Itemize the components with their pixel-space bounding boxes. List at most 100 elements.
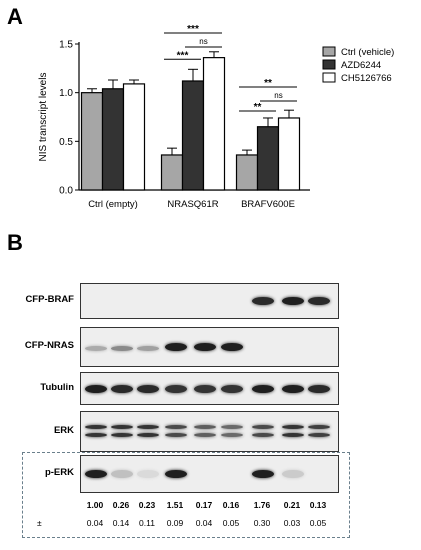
blot-row-label: Tubulin <box>40 381 74 393</box>
blot-band <box>282 297 304 305</box>
bar <box>122 83 146 191</box>
blot-band <box>165 343 187 351</box>
p-erk-ratio: 1.76 <box>253 500 271 510</box>
panel-label-a: A <box>7 4 23 29</box>
blot-band <box>308 384 330 393</box>
blot-band <box>85 432 107 437</box>
blot-band <box>137 432 159 437</box>
p-erk-error: 0.30 <box>253 518 271 528</box>
significance-label: *** <box>177 50 189 61</box>
y-tick-label: 1.5 <box>59 40 73 51</box>
significance-label: ns <box>274 91 282 100</box>
bar <box>235 154 259 191</box>
p-erk-ratio: 0.17 <box>195 500 213 510</box>
blot-band <box>194 432 216 437</box>
blot-band <box>194 424 216 429</box>
blot-strip <box>80 411 339 452</box>
blot-band <box>137 470 159 478</box>
legend-swatch <box>322 72 336 83</box>
bar <box>80 92 104 191</box>
bar <box>181 80 205 191</box>
p-erk-error: 0.05 <box>309 518 327 528</box>
y-tick-label: 0.0 <box>59 186 73 197</box>
blot-band <box>111 424 133 429</box>
bar <box>256 126 280 191</box>
blot-row-label: ERK <box>53 424 74 436</box>
blot-band <box>252 424 274 429</box>
legend-swatch <box>322 46 336 57</box>
x-tick-label: Ctrl (empty) <box>88 199 138 210</box>
blot-band <box>194 343 216 351</box>
blot-band <box>282 384 304 393</box>
blot-strip <box>80 327 339 367</box>
blot-band <box>282 432 304 437</box>
blot-band <box>111 470 133 478</box>
p-erk-ratio: 0.23 <box>138 500 156 510</box>
blot-band <box>85 470 107 478</box>
plus-minus-symbol: ± <box>37 518 42 528</box>
y-tick-label: 0.5 <box>59 137 73 148</box>
legend-label: AZD6244 <box>341 60 381 71</box>
y-axis-label: NIS transcript levels <box>38 73 49 162</box>
significance-label: ** <box>254 102 262 113</box>
blot-row-label: CFP-BRAF <box>25 294 74 305</box>
blot-band <box>165 470 187 478</box>
significance-label: ** <box>264 78 272 89</box>
p-erk-error: 0.04 <box>195 518 213 528</box>
p-erk-ratio: 1.51 <box>166 500 184 510</box>
blot-band <box>221 384 243 393</box>
significance-label: *** <box>187 24 199 35</box>
blot-band <box>194 384 216 393</box>
blot-band <box>111 432 133 437</box>
blot-row-label: p-ERK <box>44 467 74 478</box>
blot-band <box>252 384 274 393</box>
p-erk-error: 0.03 <box>283 518 301 528</box>
bar-chart: 0.0 0.5 1.0 1.5 NIS transcript levels Ctrl (e… <box>38 24 394 210</box>
bar <box>277 117 301 191</box>
bar <box>101 88 125 191</box>
legend-swatch <box>322 59 336 70</box>
legend-label: Ctrl (vehicle) <box>341 47 394 58</box>
blot-band <box>111 384 133 393</box>
blot-band <box>221 424 243 429</box>
blot-band <box>252 470 274 478</box>
blot-band <box>308 424 330 429</box>
p-erk-error: 0.04 <box>86 518 104 528</box>
p-erk-highlight-box <box>22 452 350 538</box>
p-erk-error: 0.09 <box>166 518 184 528</box>
p-erk-ratio: 0.26 <box>112 500 130 510</box>
blot-band <box>221 343 243 351</box>
legend-label: CH5126766 <box>341 73 392 84</box>
blot-band <box>165 424 187 429</box>
bar <box>160 154 184 191</box>
blot-band <box>282 470 304 478</box>
p-erk-ratio: 0.13 <box>309 500 327 510</box>
blot-band <box>308 432 330 437</box>
p-erk-error: 0.11 <box>139 518 155 528</box>
blot-band <box>308 297 330 305</box>
panel-label-b: B <box>7 230 23 255</box>
blot-band <box>221 432 243 437</box>
x-tick-label: BRAFV600E <box>241 199 295 210</box>
blot-band <box>165 432 187 437</box>
x-tick-label: NRASQ61R <box>167 199 218 210</box>
y-tick-label: 1.0 <box>59 88 73 99</box>
significance-label: ns <box>199 37 207 46</box>
blot-band <box>137 384 159 393</box>
blot-band <box>85 424 107 429</box>
blot-row-label: CFP-NRAS <box>24 340 74 351</box>
blot-band <box>252 297 274 305</box>
blot-band <box>137 346 159 351</box>
p-erk-ratio: 0.16 <box>222 500 240 510</box>
blot-band <box>85 384 107 393</box>
blot-strip <box>80 455 339 493</box>
blot-strip <box>80 283 339 319</box>
blot-band <box>85 346 107 351</box>
bar <box>202 57 226 191</box>
p-erk-error: 0.14 <box>112 518 130 528</box>
blot-strip <box>80 372 339 405</box>
blot-band <box>111 346 133 351</box>
p-erk-ratio: 1.00 <box>86 500 104 510</box>
blot-band <box>282 424 304 429</box>
blot-band <box>137 424 159 429</box>
